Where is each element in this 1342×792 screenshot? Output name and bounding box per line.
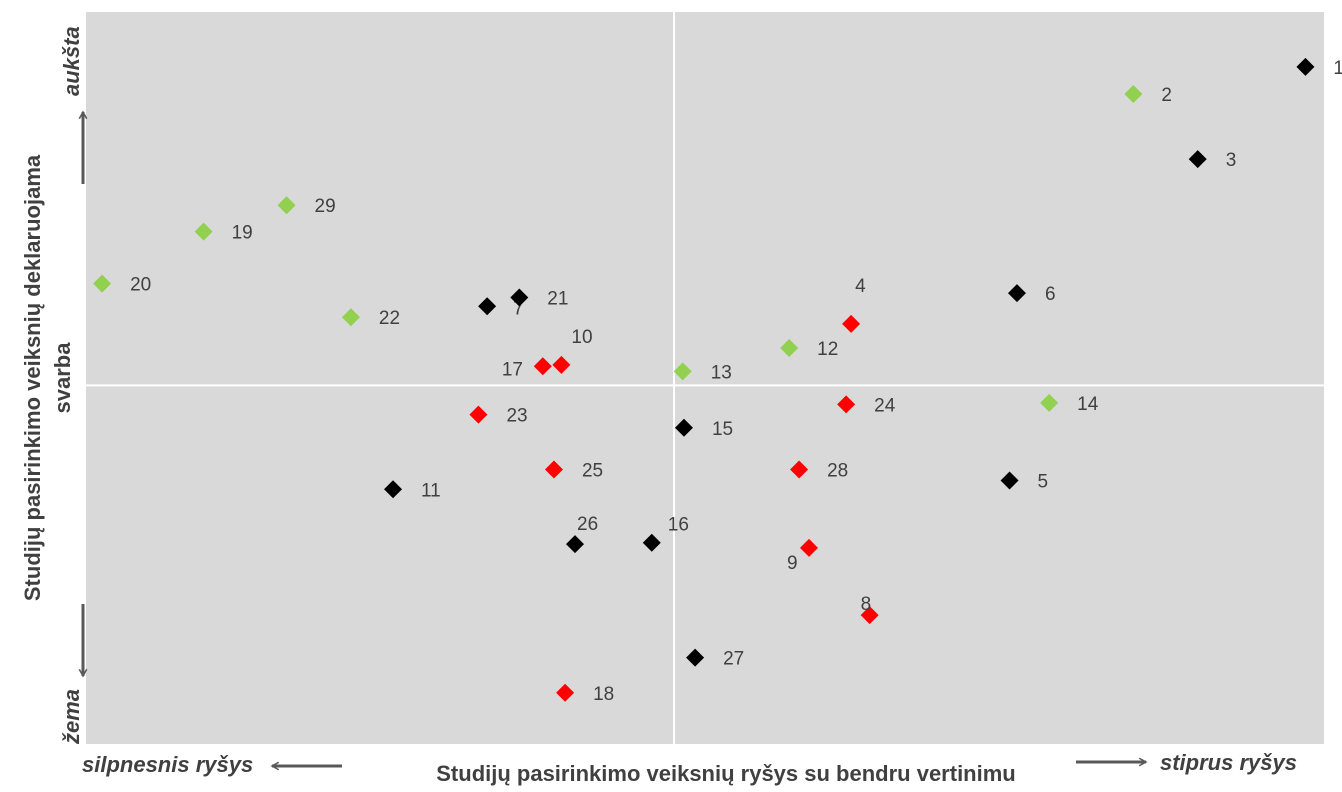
data-label-26: 26 (577, 514, 598, 535)
data-label-7: 7 (513, 298, 524, 319)
data-point-21 (510, 288, 529, 307)
y-high-label: aukšta (59, 26, 84, 96)
x-axis-title: Studijų pasirinkimo veiksnių ryšys su be… (436, 761, 1016, 786)
data-label-4: 4 (855, 276, 866, 297)
data-point-26 (566, 535, 585, 554)
plot-area (86, 12, 1324, 744)
data-point-24 (837, 395, 856, 414)
data-point-27 (686, 648, 705, 667)
data-point-28 (790, 460, 809, 479)
data-point-5 (1000, 471, 1019, 490)
y-axis-title-line2: svarba (50, 342, 75, 414)
data-point-8 (860, 606, 879, 625)
data-point-12 (780, 338, 799, 357)
data-label-28: 28 (827, 461, 848, 482)
data-label-13: 13 (711, 362, 732, 383)
data-label-5: 5 (1038, 471, 1049, 492)
data-label-18: 18 (593, 684, 614, 705)
data-label-3: 3 (1226, 150, 1237, 171)
data-point-1 (1296, 57, 1315, 76)
data-label-17: 17 (502, 359, 523, 380)
data-point-7 (478, 297, 497, 316)
data-point-6 (1007, 284, 1026, 303)
data-label-22: 22 (379, 308, 400, 329)
data-label-25: 25 (582, 461, 603, 482)
data-point-4 (842, 314, 861, 333)
data-label-12: 12 (817, 339, 838, 360)
y-low-label: žema (59, 689, 84, 745)
data-label-9: 9 (787, 553, 798, 574)
data-point-11 (384, 480, 403, 499)
x-low-label: silpnesnis ryšys (82, 752, 253, 777)
data-point-19 (194, 222, 213, 241)
y-axis-title-line1: Studijų pasirinkimo veiksnių deklaruojam… (20, 154, 45, 601)
data-label-15: 15 (712, 419, 733, 440)
data-point-23 (469, 405, 488, 424)
data-label-6: 6 (1045, 284, 1056, 305)
data-label-27: 27 (723, 649, 744, 670)
data-label-8: 8 (861, 594, 872, 615)
data-label-29: 29 (315, 196, 336, 217)
x-high-label: stiprus ryšys (1160, 750, 1297, 775)
data-point-18 (556, 683, 575, 702)
data-point-16 (642, 533, 661, 552)
data-point-20 (93, 274, 112, 293)
data-label-24: 24 (874, 395, 896, 416)
data-point-10 (552, 355, 571, 374)
data-label-20: 20 (130, 275, 151, 296)
data-label-11: 11 (421, 480, 441, 501)
data-label-19: 19 (232, 223, 253, 244)
data-label-14: 14 (1077, 394, 1099, 415)
data-point-25 (544, 460, 563, 479)
data-point-29 (277, 196, 296, 215)
data-point-14 (1040, 393, 1059, 412)
data-point-22 (341, 308, 360, 327)
data-point-3 (1188, 150, 1207, 169)
data-point-15 (674, 418, 693, 437)
data-label-21: 21 (547, 288, 568, 309)
data-label-23: 23 (506, 406, 527, 427)
data-label-2: 2 (1161, 85, 1172, 106)
data-label-10: 10 (571, 327, 592, 348)
data-label-16: 16 (668, 515, 689, 536)
data-point-13 (673, 362, 692, 381)
data-point-17 (533, 357, 552, 376)
data-label-1: 1 (1333, 58, 1342, 79)
data-point-2 (1124, 84, 1143, 103)
data-point-9 (799, 538, 818, 557)
